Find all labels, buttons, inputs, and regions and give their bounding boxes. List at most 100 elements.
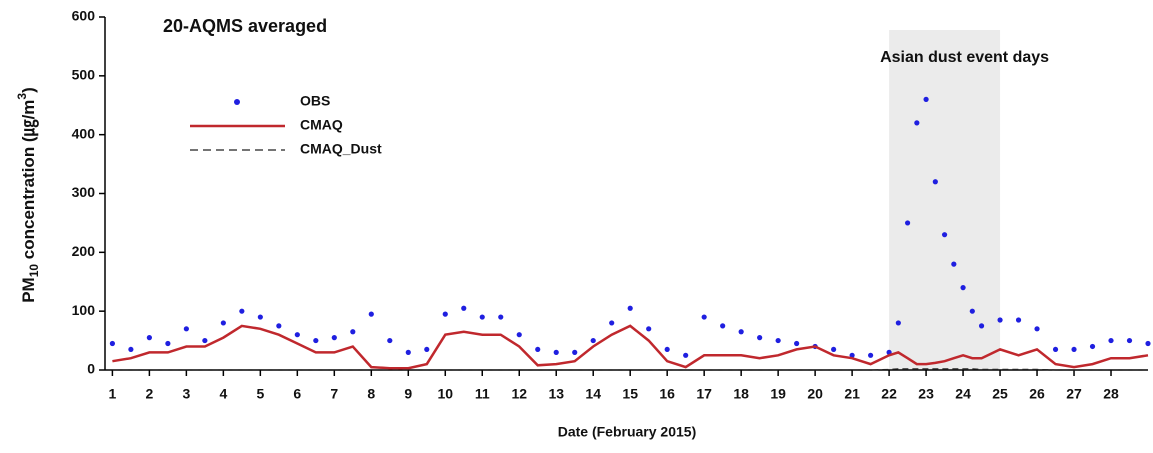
data-point	[442, 311, 448, 317]
data-point	[664, 346, 670, 353]
legend-label: CMAQ_Dust	[300, 141, 382, 157]
y-label-part: PM	[19, 277, 38, 303]
data-point	[202, 337, 208, 344]
y-label-sup: 3	[15, 93, 29, 100]
data-point	[794, 340, 800, 347]
data-point	[165, 340, 171, 347]
x-tick-label: 6	[293, 386, 301, 402]
data-point	[831, 346, 837, 353]
legend-marker	[234, 99, 240, 105]
x-tick-label: 18	[733, 386, 749, 402]
x-tick-label: 4	[219, 386, 227, 402]
data-point	[627, 305, 633, 311]
data-point	[1089, 343, 1096, 350]
y-tick-label: 600	[72, 8, 96, 24]
data-point	[609, 320, 615, 326]
data-point	[1071, 346, 1077, 353]
data-point	[387, 337, 393, 344]
x-tick-label: 14	[585, 386, 601, 402]
legend-label: OBS	[300, 93, 330, 109]
data-point	[516, 332, 522, 338]
data-point	[479, 314, 485, 320]
x-tick-label: 13	[548, 386, 564, 402]
x-tick-label: 11	[475, 386, 490, 402]
x-tick-label: 7	[330, 386, 338, 402]
data-point	[978, 323, 985, 329]
series-line	[112, 324, 1149, 370]
series-line	[112, 368, 1148, 371]
y-label-part: )	[19, 87, 38, 93]
data-point	[331, 335, 337, 341]
data-point	[701, 314, 707, 320]
data-point	[868, 352, 874, 358]
x-tick-label: 15	[622, 386, 638, 402]
data-point	[109, 340, 115, 347]
y-tick-label: 400	[72, 125, 96, 141]
data-point	[294, 332, 300, 338]
data-point	[646, 326, 652, 332]
data-point	[849, 352, 855, 358]
y-tick-label: 0	[87, 361, 95, 377]
x-tick-label: 10	[437, 386, 453, 402]
data-point	[461, 305, 467, 311]
data-point	[904, 220, 911, 226]
data-point	[590, 337, 596, 344]
x-tick-label: 9	[404, 386, 412, 402]
data-point	[1145, 340, 1151, 347]
data-point	[997, 317, 1003, 323]
data-point	[146, 335, 152, 341]
data-point	[572, 349, 578, 355]
x-tick-label: 26	[1029, 386, 1045, 402]
data-point	[969, 308, 975, 314]
data-point	[257, 314, 263, 320]
data-point	[895, 320, 901, 326]
data-point	[932, 179, 938, 185]
y-tick-label: 300	[72, 184, 96, 200]
data-point	[683, 352, 689, 358]
x-tick-label: 22	[881, 386, 897, 402]
data-point	[757, 335, 763, 341]
x-tick-label: 25	[992, 386, 1008, 402]
data-point	[914, 120, 920, 126]
data-point	[313, 337, 319, 344]
x-tick-label: 5	[256, 386, 264, 402]
data-point	[738, 329, 744, 335]
data-point	[239, 308, 245, 314]
data-point	[1015, 317, 1022, 323]
y-tick-label: 500	[72, 67, 96, 83]
data-point	[535, 346, 541, 353]
y-label-sub: 10	[27, 264, 41, 278]
x-tick-label: 8	[367, 386, 375, 402]
x-tick-label: 16	[659, 386, 675, 402]
x-axis-label: Date (February 2015)	[558, 424, 697, 440]
x-tick-label: 24	[955, 386, 971, 402]
x-tick-label: 17	[696, 386, 712, 402]
data-point	[553, 349, 559, 355]
data-point	[350, 329, 356, 335]
data-point	[923, 96, 929, 102]
data-point	[276, 323, 282, 329]
y-tick-label: 100	[72, 302, 96, 318]
legend-label: CMAQ	[300, 117, 343, 133]
data-point	[951, 261, 957, 267]
x-tick-label: 3	[182, 386, 190, 402]
data-point	[720, 323, 726, 329]
data-point	[368, 311, 374, 317]
data-point	[1126, 337, 1133, 344]
x-tick-label: 20	[807, 386, 823, 402]
y-label-part: concentration (㎍/m	[19, 100, 40, 264]
data-point	[1108, 337, 1114, 344]
y-tick-label: 200	[72, 243, 96, 259]
annotation: Asian dust event days	[880, 49, 1049, 66]
x-tick-label: 12	[511, 386, 527, 402]
x-tick-label: 28	[1103, 386, 1119, 402]
y-axis-label: PM10 concentration (㎍/m3)	[15, 87, 41, 303]
x-tick-label: 27	[1066, 386, 1082, 402]
chart-title: 20-AQMS averaged	[163, 16, 327, 36]
data-point	[424, 346, 430, 353]
data-point	[1034, 326, 1040, 332]
x-tick-label: 1	[108, 386, 116, 402]
x-tick-label: 23	[918, 386, 934, 402]
data-point	[220, 320, 226, 326]
